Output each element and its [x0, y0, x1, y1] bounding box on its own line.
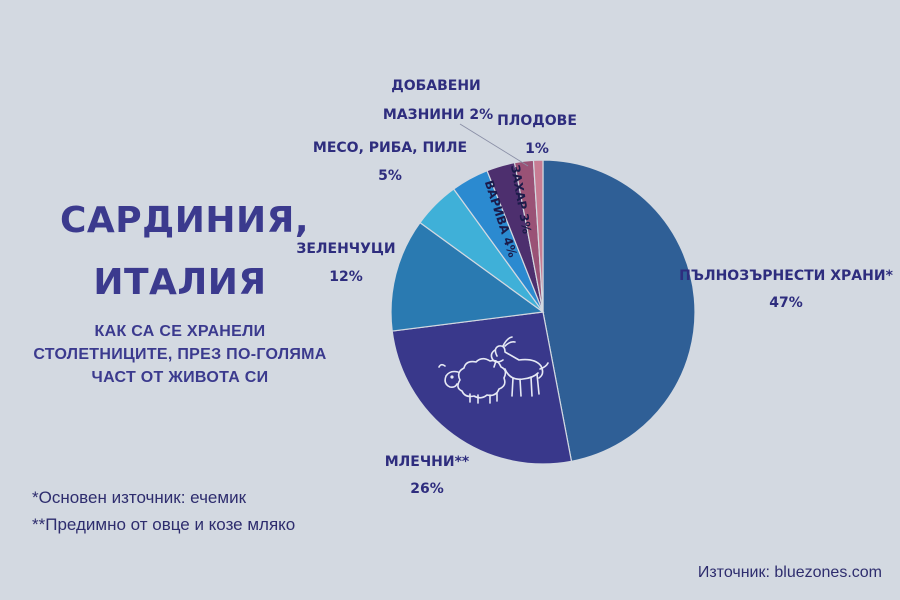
label-fruits: ПЛОДОВЕ [497, 113, 577, 129]
label-added-fats: ДОБАВЕНИ [391, 78, 481, 94]
fat-leader-line [459, 123, 529, 167]
label-vegetables-percent: 12% [329, 269, 363, 285]
pie-slice-2 [390, 221, 545, 332]
animals-illustration [438, 336, 549, 404]
title-line-1: САРДИНИЯ, [60, 200, 310, 241]
pie-slice-1 [391, 311, 573, 465]
source-note: Източник: bluezones.com [697, 564, 882, 581]
label-whole-grains: ПЪЛНОЗЪРНЕСТИ ХРАНИ* [679, 268, 893, 284]
pie-slice-7 [532, 159, 544, 313]
footnote-barley: *Основен източник: ечемик [32, 488, 247, 507]
sheep-icon [438, 357, 507, 404]
label-added-fats-percent: МАЗНИНИ 2% [383, 107, 493, 123]
pie-slice-0 [542, 159, 696, 463]
label-meat-fish-poultry: МЕСО, РИБА, ПИЛЕ [313, 140, 467, 156]
label-dairy-percent: 26% [410, 481, 444, 497]
label-vegetables: ЗЕЛЕНЧУЦИ [296, 241, 395, 257]
goat-icon [490, 336, 549, 397]
subtitle: КАК СА СЕ ХРАНЕЛИ СТОЛЕТНИЦИТЕ, ПРЕЗ ПО-… [33, 323, 327, 386]
label-meat-percent: 5% [378, 168, 402, 184]
page-title: САРДИНИЯ, ИТАЛИЯ [60, 190, 310, 314]
title-line-2: ИТАЛИЯ [93, 262, 267, 303]
label-fruits-percent: 1% [525, 141, 549, 157]
footnote-milk: **Предимно от овце и козе мляко [32, 515, 296, 534]
label-dairy: МЛЕЧНИ** [385, 454, 470, 470]
label-whole-grains-percent: 47% [769, 295, 803, 311]
